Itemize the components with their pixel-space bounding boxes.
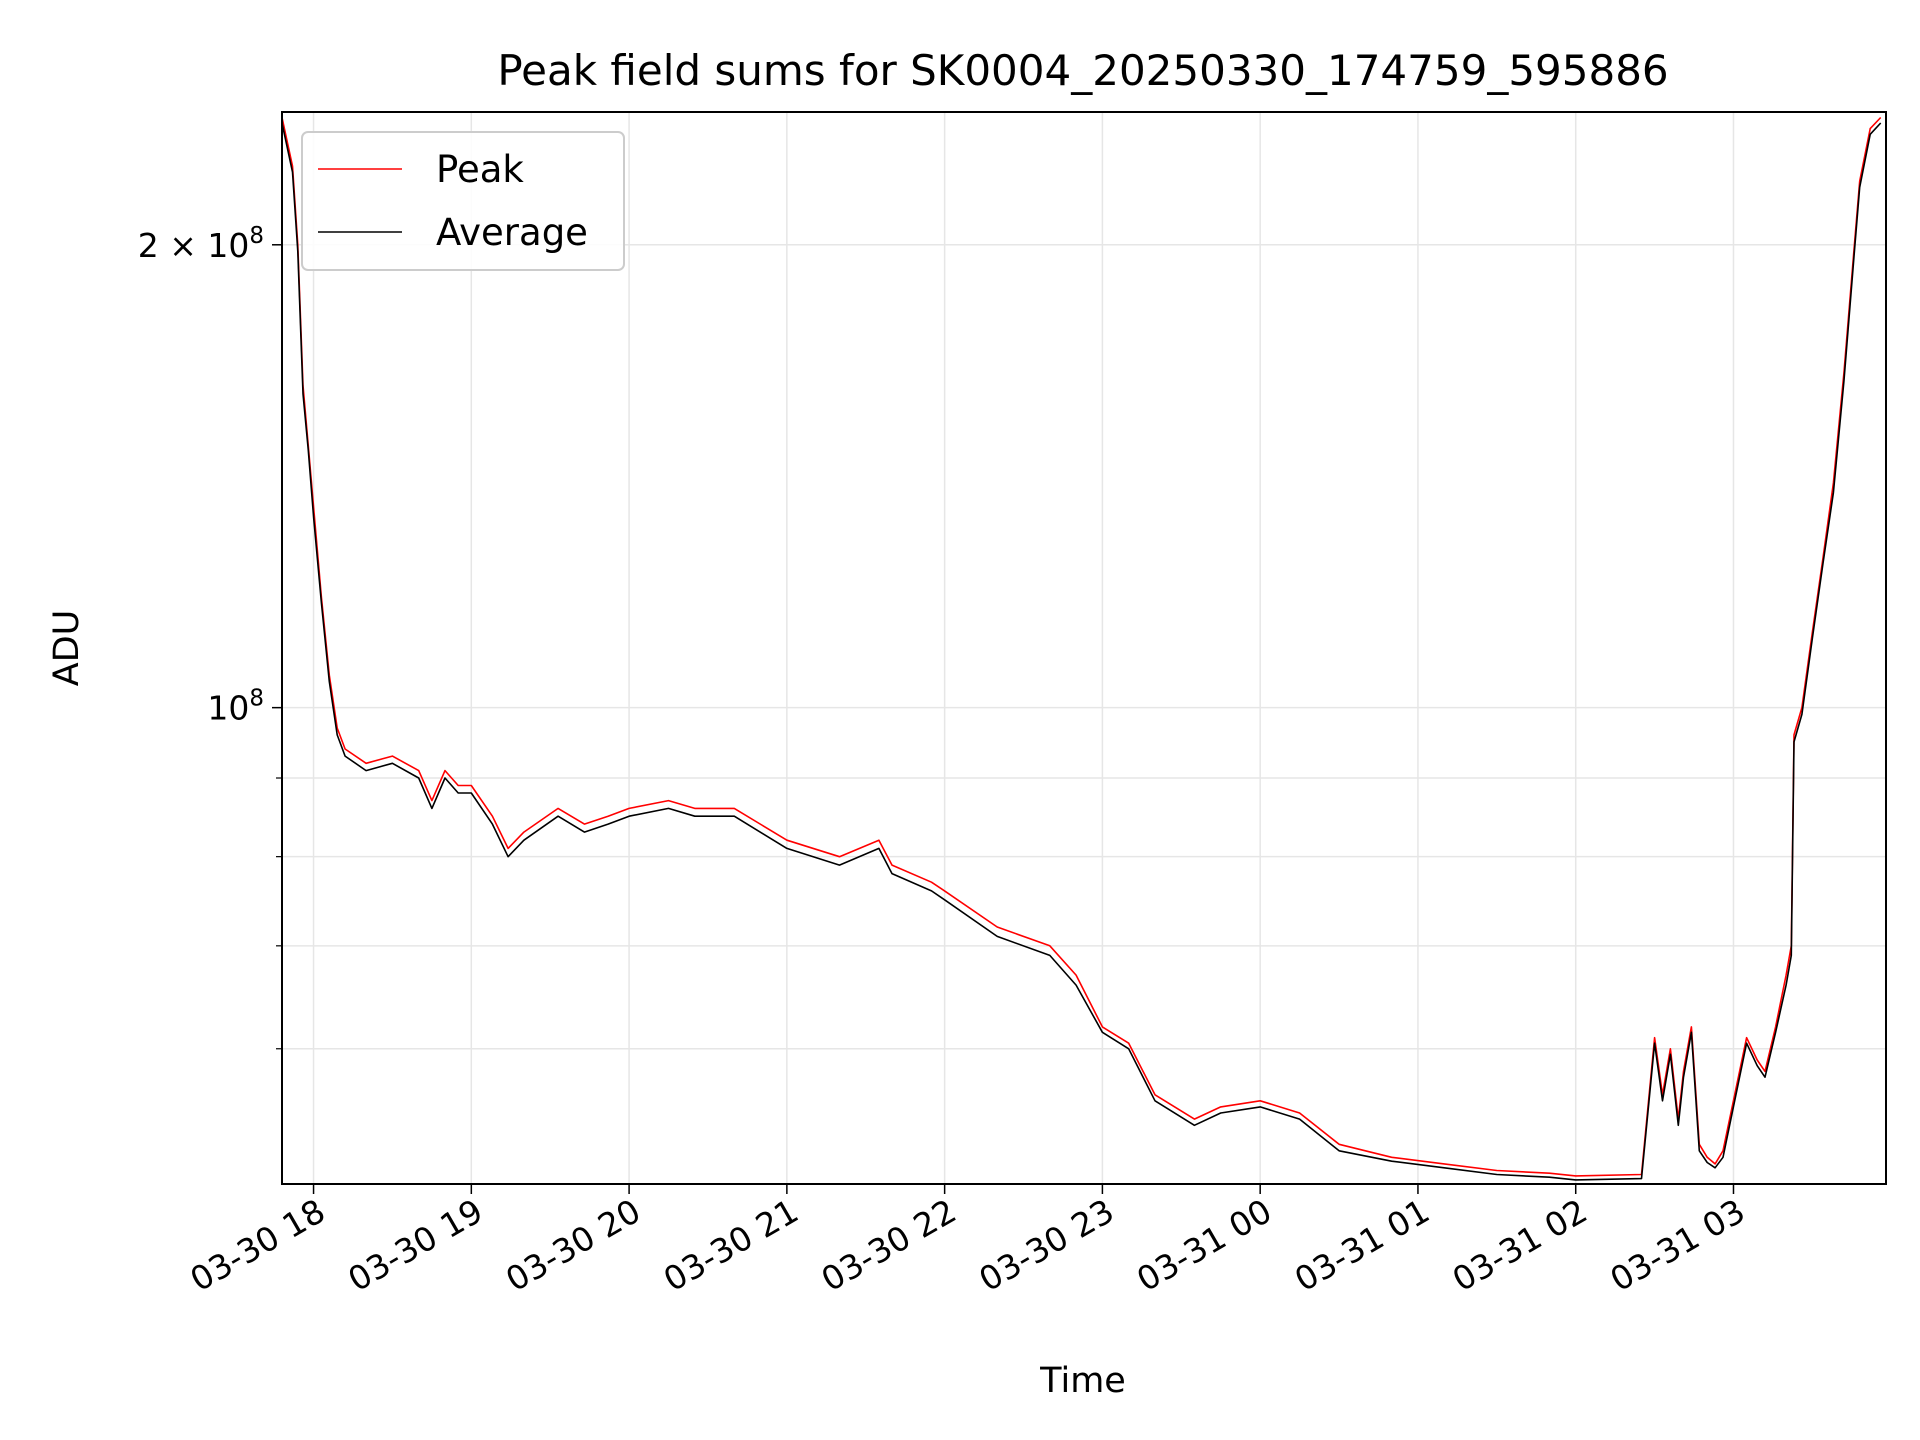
legend-label-average: Average xyxy=(436,211,588,254)
chart-title: Peak field sums for SK0004_20250330_1747… xyxy=(497,46,1668,95)
series-line-peak xyxy=(281,116,1882,1177)
plot-area xyxy=(281,111,1887,1185)
x-axis-label: Time xyxy=(1039,1361,1126,1401)
legend-label-peak: Peak xyxy=(436,148,524,191)
y-tick-label: 108 xyxy=(207,686,264,728)
plot-frame xyxy=(281,111,1887,1185)
y-axis-label: ADU xyxy=(47,610,87,687)
y-axis: 108 2 × 108 xyxy=(138,223,282,1050)
legend-box xyxy=(301,131,625,271)
series-line-average xyxy=(281,122,1882,1181)
y-tick-label: 2 × 108 xyxy=(138,223,264,265)
series-layer xyxy=(281,116,1882,1181)
legend: Peak Average xyxy=(301,131,625,271)
plot-background xyxy=(282,112,1886,1184)
